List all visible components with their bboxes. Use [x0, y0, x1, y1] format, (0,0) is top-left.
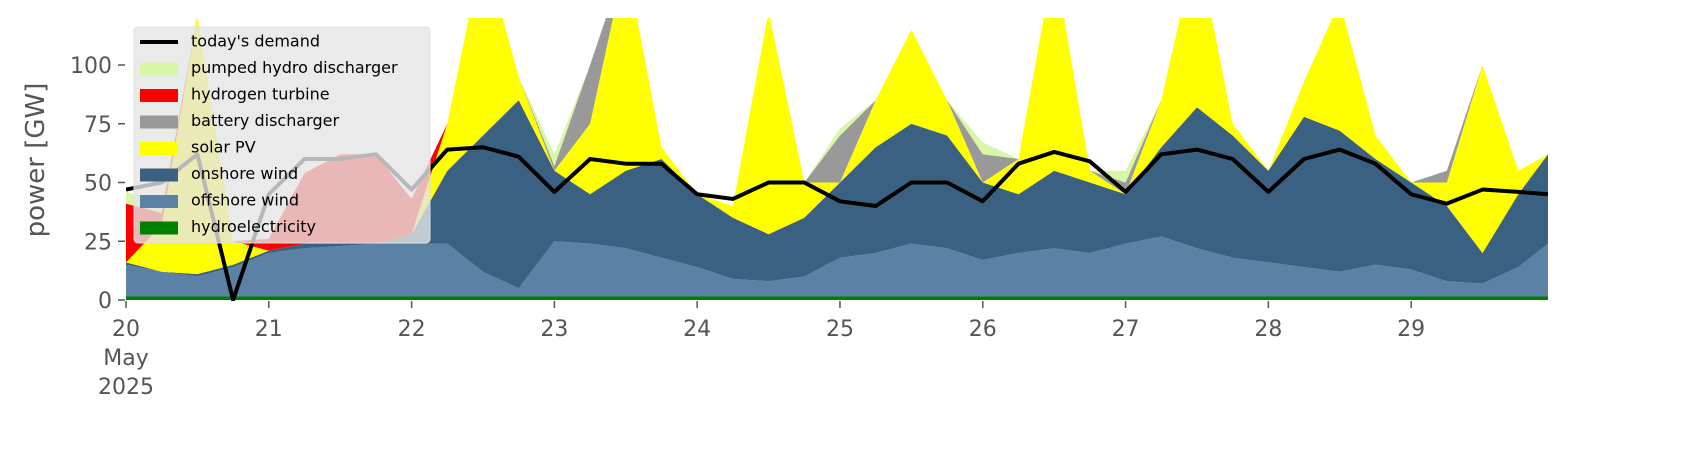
legend: today's demand pumped hydro discharger hyd…	[133, 26, 431, 244]
legend-label: offshore wind	[191, 191, 299, 210]
x-tick-label: 23	[540, 317, 568, 342]
axes: 0 25 50 75 100 20 May 2025 21 22 23 24 25 26 27 28 29	[70, 54, 1425, 400]
legend-label: pumped hydro discharger	[191, 58, 398, 77]
legend-label: today's demand	[191, 32, 320, 51]
legend-swatch	[140, 168, 178, 182]
x-tick-label: 24	[683, 317, 711, 342]
legend-swatch	[140, 89, 178, 102]
legend-swatch	[140, 195, 178, 208]
y-tick-label: 100	[70, 54, 112, 79]
x-tick-label: 22	[398, 317, 426, 342]
y-tick-label: 50	[84, 172, 112, 197]
area	[126, 18, 1548, 275]
legend-label: battery discharger	[191, 111, 339, 130]
x-tick-label: 26	[969, 317, 997, 342]
y-tick-label: 0	[98, 289, 112, 314]
legend-label: solar PV	[191, 138, 256, 157]
area	[126, 296, 1548, 300]
y-axis-label: power [GW]	[21, 83, 51, 238]
area	[126, 18, 1548, 263]
legend-swatch	[140, 221, 178, 235]
legend-box	[133, 26, 431, 244]
legend-label: hydroelectricity	[191, 217, 316, 236]
y-tick-label: 25	[84, 230, 112, 255]
x-tick-label: 28	[1254, 317, 1282, 342]
x-tick-label: 20 May 2025	[98, 317, 154, 400]
x-tick-label: 21	[255, 317, 283, 342]
legend-swatch	[140, 142, 178, 155]
x-tick-label: 25	[826, 317, 854, 342]
legend-swatch	[140, 115, 178, 129]
y-tick-label: 75	[84, 113, 112, 138]
plot-area	[126, 18, 1548, 301]
x-tick-label: 27	[1112, 317, 1140, 342]
legend-label: hydrogen turbine	[191, 85, 330, 104]
legend-label: onshore wind	[191, 164, 298, 183]
area	[126, 236, 1548, 297]
x-tick-label: 29	[1397, 317, 1425, 342]
legend-swatch	[140, 62, 178, 76]
